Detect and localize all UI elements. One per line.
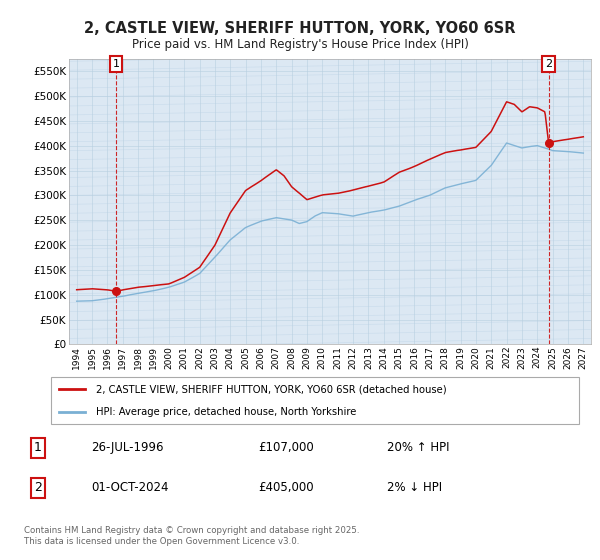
FancyBboxPatch shape [50,377,580,423]
Text: 2% ↓ HPI: 2% ↓ HPI [387,481,442,494]
Text: 1: 1 [113,59,119,69]
Text: 2: 2 [34,481,42,494]
Text: 2: 2 [545,59,553,69]
Text: 01-OCT-2024: 01-OCT-2024 [91,481,169,494]
Text: HPI: Average price, detached house, North Yorkshire: HPI: Average price, detached house, Nort… [96,407,356,417]
Text: 1: 1 [34,441,42,454]
Text: 2, CASTLE VIEW, SHERIFF HUTTON, YORK, YO60 6SR: 2, CASTLE VIEW, SHERIFF HUTTON, YORK, YO… [84,21,516,36]
Text: Price paid vs. HM Land Registry's House Price Index (HPI): Price paid vs. HM Land Registry's House … [131,38,469,51]
Text: 2, CASTLE VIEW, SHERIFF HUTTON, YORK, YO60 6SR (detached house): 2, CASTLE VIEW, SHERIFF HUTTON, YORK, YO… [96,384,446,394]
Text: 26-JUL-1996: 26-JUL-1996 [91,441,163,454]
Text: Contains HM Land Registry data © Crown copyright and database right 2025.
This d: Contains HM Land Registry data © Crown c… [24,526,359,546]
Text: 20% ↑ HPI: 20% ↑ HPI [387,441,449,454]
Text: £107,000: £107,000 [259,441,314,454]
Text: £405,000: £405,000 [259,481,314,494]
